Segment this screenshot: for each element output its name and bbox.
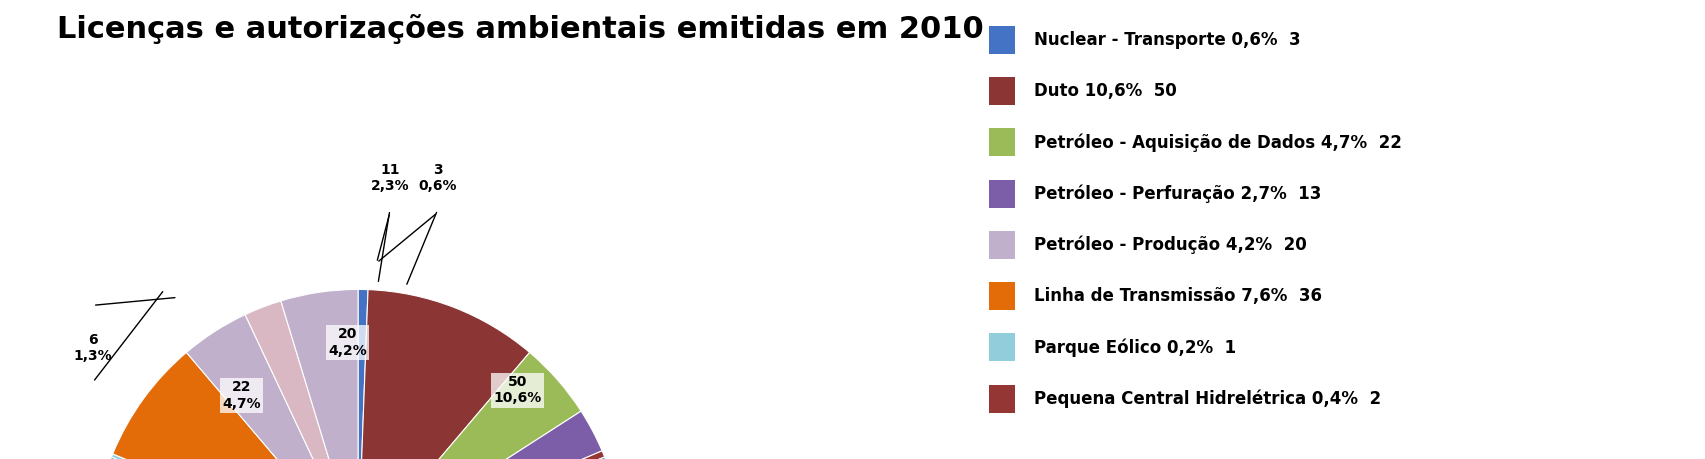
Text: Pequena Central Hidrelétrica 0,4%  2: Pequena Central Hidrelétrica 0,4% 2	[1035, 389, 1381, 408]
Text: Parque Eólico 0,2%  1: Parque Eólico 0,2% 1	[1035, 338, 1236, 357]
Text: 3
0,6%: 3 0,6%	[418, 163, 457, 193]
Text: 20
4,2%: 20 4,2%	[327, 327, 367, 358]
Wedge shape	[111, 454, 358, 459]
Wedge shape	[186, 315, 358, 459]
FancyBboxPatch shape	[989, 385, 1016, 413]
Text: Petróleo - Perfuração 2,7%  13: Petróleo - Perfuração 2,7% 13	[1035, 185, 1321, 203]
Text: Licenças e autorizações ambientais emitidas em 2010: Licenças e autorizações ambientais emiti…	[56, 14, 984, 44]
FancyBboxPatch shape	[989, 231, 1016, 259]
Text: Duto 10,6%  50: Duto 10,6% 50	[1035, 82, 1176, 100]
FancyBboxPatch shape	[989, 26, 1016, 54]
Wedge shape	[92, 457, 624, 459]
FancyBboxPatch shape	[989, 179, 1016, 207]
Text: 11
2,3%: 11 2,3%	[370, 163, 409, 193]
Wedge shape	[358, 451, 605, 459]
Text: Nuclear - Transporte 0,6%  3: Nuclear - Transporte 0,6% 3	[1035, 31, 1301, 49]
Text: Petróleo - Aquisição de Dados 4,7%  22: Petróleo - Aquisição de Dados 4,7% 22	[1035, 133, 1402, 151]
FancyBboxPatch shape	[989, 282, 1016, 310]
Wedge shape	[113, 353, 358, 459]
Wedge shape	[246, 301, 358, 459]
Text: Linha de Transmissão 7,6%  36: Linha de Transmissão 7,6% 36	[1035, 287, 1323, 305]
Wedge shape	[358, 411, 602, 459]
Text: Petróleo - Produção 4,2%  20: Petróleo - Produção 4,2% 20	[1035, 235, 1308, 254]
Wedge shape	[358, 353, 581, 459]
FancyBboxPatch shape	[989, 333, 1016, 361]
Wedge shape	[281, 290, 358, 459]
Text: 22
4,7%: 22 4,7%	[222, 381, 261, 411]
Wedge shape	[358, 290, 530, 459]
Text: 50
10,6%: 50 10,6%	[493, 375, 540, 405]
FancyBboxPatch shape	[989, 129, 1016, 157]
FancyBboxPatch shape	[989, 77, 1016, 105]
Wedge shape	[358, 290, 368, 459]
Text: 6
1,3%: 6 1,3%	[73, 333, 113, 363]
